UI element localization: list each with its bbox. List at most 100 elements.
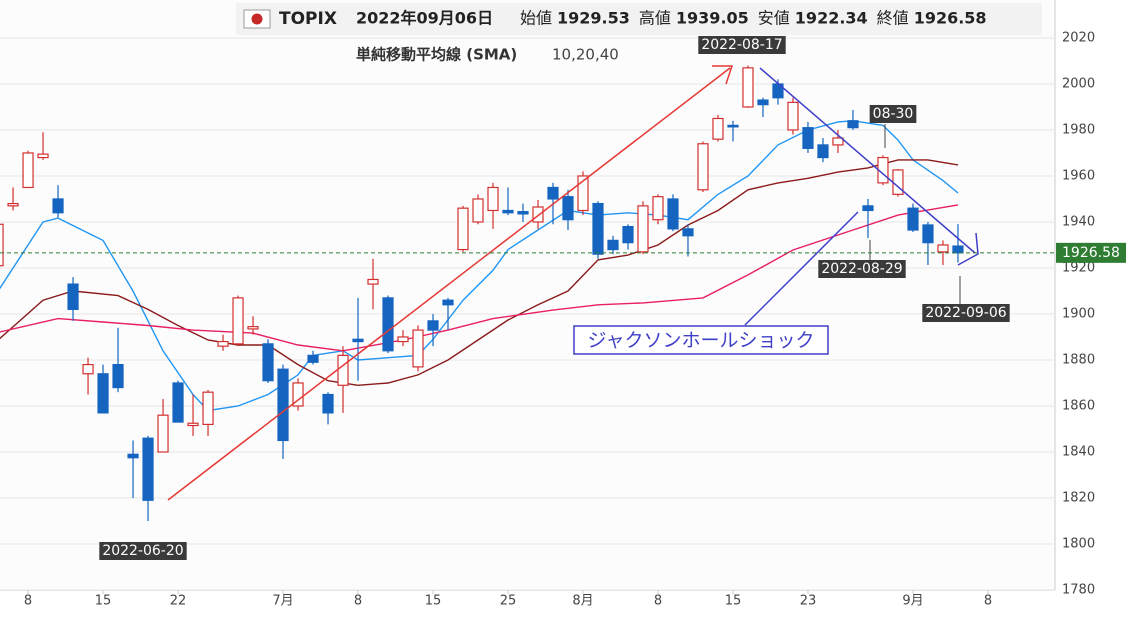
candle-body bbox=[907, 207, 919, 231]
field-label: 安値 bbox=[758, 9, 790, 28]
y-tick-label: 1780 bbox=[1062, 583, 1095, 598]
candle-body bbox=[22, 152, 34, 189]
candle-body bbox=[832, 137, 844, 146]
candle-body bbox=[352, 338, 364, 343]
x-tick-label: 15 bbox=[425, 594, 442, 609]
annotation-label: 2022-08-29 bbox=[821, 261, 902, 277]
x-tick-label: 15 bbox=[725, 594, 742, 609]
x-tick-label: 8 bbox=[654, 594, 662, 609]
y-tick-label: 1920 bbox=[1062, 260, 1095, 275]
candle-body bbox=[652, 196, 664, 221]
flag-sun bbox=[251, 13, 263, 25]
sma-line bbox=[0, 159, 959, 387]
candle-body bbox=[52, 198, 64, 214]
y-tick-label: 1880 bbox=[1062, 352, 1095, 367]
header-bar bbox=[236, 3, 1042, 35]
y-tick-label: 1800 bbox=[1062, 536, 1095, 551]
candle-body bbox=[0, 223, 4, 267]
candle-body bbox=[517, 211, 529, 215]
candle-body bbox=[667, 198, 679, 230]
field-label: 高値 bbox=[639, 9, 671, 28]
x-tick-label: 8 bbox=[354, 594, 362, 609]
candle-body bbox=[247, 326, 259, 330]
candle-body bbox=[337, 354, 349, 386]
candle-body bbox=[697, 143, 709, 191]
y-tick-label: 1820 bbox=[1062, 490, 1095, 505]
date: 2022年09月06日 bbox=[356, 9, 493, 28]
annotation-box bbox=[99, 542, 187, 560]
field-value: 1929.53 bbox=[557, 9, 630, 28]
candle-body bbox=[37, 153, 49, 159]
candle-body bbox=[97, 373, 109, 414]
candle-body bbox=[307, 354, 319, 363]
candle-body bbox=[112, 363, 124, 389]
y-tick-label: 1960 bbox=[1062, 168, 1095, 183]
candle-body bbox=[142, 437, 154, 501]
candle-body bbox=[487, 186, 499, 212]
candle-body bbox=[262, 343, 274, 382]
candle-body bbox=[802, 127, 814, 149]
callout-box bbox=[573, 325, 829, 355]
annotation-label: 08-30 bbox=[873, 106, 914, 122]
candle-body bbox=[412, 329, 424, 368]
candle-body bbox=[427, 320, 439, 331]
candle-body bbox=[622, 225, 634, 244]
candle-body bbox=[592, 202, 604, 255]
y-tick-label: 1940 bbox=[1062, 214, 1095, 229]
candle-body bbox=[937, 244, 949, 253]
symbol: TOPIX bbox=[279, 9, 337, 29]
annotation-box bbox=[869, 105, 917, 123]
candle-body bbox=[457, 207, 469, 251]
annotation-box bbox=[922, 304, 1010, 322]
last-price-box bbox=[1056, 242, 1126, 263]
x-tick-label: 8月 bbox=[572, 594, 593, 609]
candle-body bbox=[862, 205, 874, 212]
last-price-label: 1926.58 bbox=[1062, 245, 1120, 261]
arrow-head bbox=[712, 65, 734, 85]
candle-body bbox=[67, 283, 79, 310]
y-tick-label: 2000 bbox=[1062, 76, 1095, 91]
marks bbox=[0, 37, 1055, 590]
indicator-params: 10,20,40 bbox=[552, 46, 619, 64]
candle-body bbox=[202, 391, 214, 425]
sma-line bbox=[0, 204, 959, 352]
annotation-box bbox=[698, 36, 786, 54]
candle-body bbox=[952, 245, 964, 254]
annotation-label: 2022-09-06 bbox=[925, 305, 1006, 321]
annotation-box bbox=[818, 260, 906, 278]
x-tick-label: 8 bbox=[24, 594, 32, 609]
trend-arrow bbox=[167, 67, 731, 501]
candle-body bbox=[187, 422, 199, 427]
candle-body bbox=[172, 382, 184, 423]
candle-body bbox=[292, 382, 304, 407]
indicator: 単純移動平均線 (SMA) bbox=[356, 46, 517, 64]
callout-label: ジャクソンホールショック bbox=[587, 330, 814, 352]
candle-body bbox=[847, 120, 859, 129]
field-value: 1922.34 bbox=[795, 9, 868, 28]
candle-body bbox=[922, 224, 934, 244]
x-tick-label: 23 bbox=[800, 594, 817, 609]
y-tick-label: 1860 bbox=[1062, 398, 1095, 413]
callout-line bbox=[744, 211, 859, 326]
y-tick-label: 1980 bbox=[1062, 122, 1095, 137]
candle-body bbox=[442, 299, 454, 306]
annotation-label: 2022-06-20 bbox=[102, 543, 183, 559]
x-tick-label: 25 bbox=[500, 594, 517, 609]
field-label: 終値 bbox=[877, 9, 909, 28]
candle-body bbox=[382, 297, 394, 352]
x-tick-label: 15 bbox=[95, 594, 112, 609]
candle-body bbox=[217, 340, 229, 347]
y-tick-label: 1900 bbox=[1062, 306, 1095, 321]
candle-body bbox=[712, 117, 724, 140]
y-tick-label: 2020 bbox=[1062, 30, 1095, 45]
candle-body bbox=[817, 144, 829, 159]
field-label: 始値 bbox=[520, 9, 552, 28]
candle-body bbox=[757, 99, 769, 106]
annotation-label: 2022-08-17 bbox=[701, 37, 782, 53]
x-tick-label: 8 bbox=[984, 594, 992, 609]
candle-body bbox=[127, 453, 139, 459]
candle-body bbox=[532, 206, 544, 223]
x-tick-label: 7月 bbox=[272, 594, 293, 609]
candle-body bbox=[232, 297, 244, 345]
candle-body bbox=[727, 124, 739, 128]
